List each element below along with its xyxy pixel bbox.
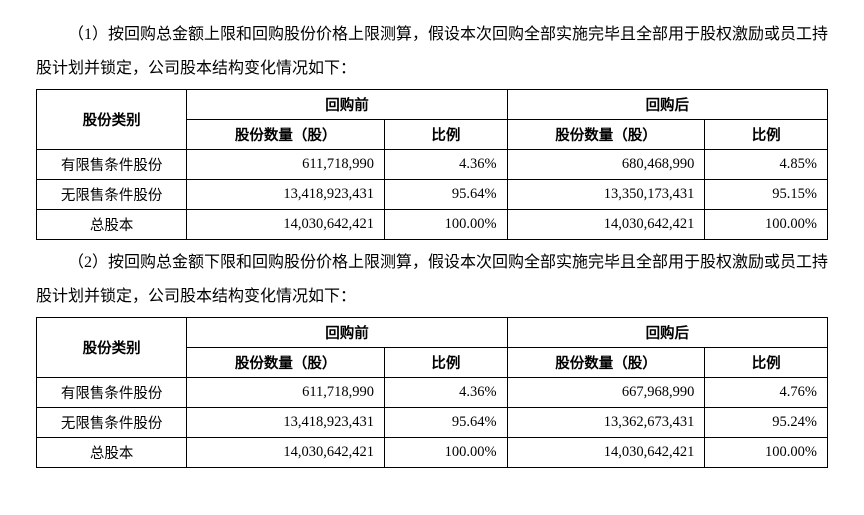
col-header-before-pct: 比例 [385, 347, 508, 377]
cell-after-qty: 14,030,642,421 [507, 437, 705, 467]
col-header-after-pct: 比例 [705, 347, 828, 377]
col-header-after: 回购后 [507, 317, 827, 347]
table-row: 有限售条件股份 611,718,990 4.36% 667,968,990 4.… [37, 377, 828, 407]
table-row: 总股本 14,030,642,421 100.00% 14,030,642,42… [37, 209, 828, 239]
table-row: 有限售条件股份 611,718,990 4.36% 680,468,990 4.… [37, 149, 828, 179]
cell-before-pct: 100.00% [385, 209, 508, 239]
cell-before-pct: 95.64% [385, 179, 508, 209]
table-row: 无限售条件股份 13,418,923,431 95.64% 13,350,173… [37, 179, 828, 209]
cell-label: 有限售条件股份 [37, 377, 187, 407]
cell-label: 有限售条件股份 [37, 149, 187, 179]
cell-before-qty: 13,418,923,431 [187, 179, 385, 209]
cell-label: 无限售条件股份 [37, 407, 187, 437]
cell-after-qty: 13,350,173,431 [507, 179, 705, 209]
col-header-after-pct: 比例 [705, 119, 828, 149]
paragraph-2: （2）按回购总金额下限和回购股份价格上限测算，假设本次回购全部实施完毕且全部用于… [36, 246, 828, 315]
col-header-before: 回购前 [187, 317, 507, 347]
table-header-row-1: 股份类别 回购前 回购后 [37, 89, 828, 119]
col-header-category: 股份类别 [37, 89, 187, 149]
table-row: 总股本 14,030,642,421 100.00% 14,030,642,42… [37, 437, 828, 467]
col-header-after-qty: 股份数量（股） [507, 119, 705, 149]
cell-before-pct: 95.64% [385, 407, 508, 437]
cell-after-pct: 100.00% [705, 437, 828, 467]
paragraph-1: （1）按回购总金额上限和回购股份价格上限测算，假设本次回购全部实施完毕且全部用于… [36, 18, 828, 87]
table-row: 无限售条件股份 13,418,923,431 95.64% 13,362,673… [37, 407, 828, 437]
cell-before-qty: 14,030,642,421 [187, 437, 385, 467]
cell-before-qty: 611,718,990 [187, 149, 385, 179]
cell-label: 总股本 [37, 437, 187, 467]
cell-after-pct: 95.15% [705, 179, 828, 209]
cell-after-qty: 667,968,990 [507, 377, 705, 407]
col-header-after-qty: 股份数量（股） [507, 347, 705, 377]
cell-before-qty: 611,718,990 [187, 377, 385, 407]
cell-before-qty: 13,418,923,431 [187, 407, 385, 437]
cell-before-qty: 14,030,642,421 [187, 209, 385, 239]
cell-label: 无限售条件股份 [37, 179, 187, 209]
cell-label: 总股本 [37, 209, 187, 239]
cell-before-pct: 4.36% [385, 377, 508, 407]
cell-after-qty: 14,030,642,421 [507, 209, 705, 239]
col-header-before-qty: 股份数量（股） [187, 119, 385, 149]
col-header-before-pct: 比例 [385, 119, 508, 149]
cell-after-qty: 680,468,990 [507, 149, 705, 179]
cell-after-qty: 13,362,673,431 [507, 407, 705, 437]
col-header-before: 回购前 [187, 89, 507, 119]
col-header-before-qty: 股份数量（股） [187, 347, 385, 377]
col-header-after: 回购后 [507, 89, 827, 119]
share-structure-table-1: 股份类别 回购前 回购后 股份数量（股） 比例 股份数量（股） 比例 有限售条件… [36, 89, 828, 240]
col-header-category: 股份类别 [37, 317, 187, 377]
cell-after-pct: 4.76% [705, 377, 828, 407]
cell-before-pct: 100.00% [385, 437, 508, 467]
cell-after-pct: 4.85% [705, 149, 828, 179]
cell-after-pct: 95.24% [705, 407, 828, 437]
share-structure-table-2: 股份类别 回购前 回购后 股份数量（股） 比例 股份数量（股） 比例 有限售条件… [36, 317, 828, 468]
table-header-row-1: 股份类别 回购前 回购后 [37, 317, 828, 347]
cell-after-pct: 100.00% [705, 209, 828, 239]
cell-before-pct: 4.36% [385, 149, 508, 179]
